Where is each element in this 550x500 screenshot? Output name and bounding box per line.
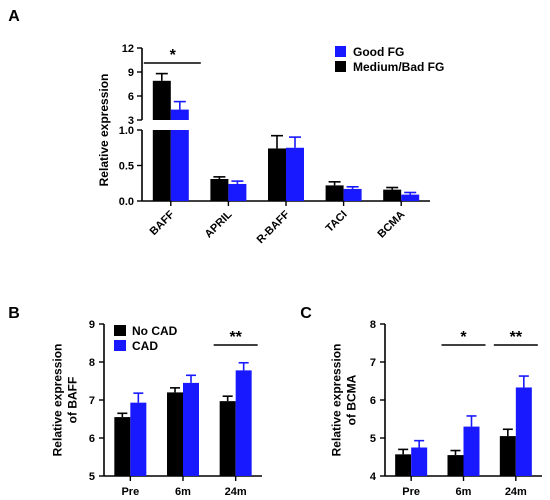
bar-a (325, 185, 344, 201)
y-tick-label-a: 6 (128, 91, 134, 103)
bar-b (114, 417, 131, 476)
bar-c (499, 436, 516, 476)
y-axis-label-c: Relative expressionof BCMA (330, 344, 359, 457)
y-tick-label-a: 12 (122, 43, 134, 55)
legend-swatch-b (114, 340, 126, 351)
panel-label-b: B (8, 305, 20, 322)
y-tick-label-b: 8 (89, 357, 95, 369)
bar-a (401, 194, 420, 201)
x-tick-label-a: BAFF (148, 208, 177, 237)
bar-a (383, 189, 402, 201)
significance-marker-c: ** (510, 329, 523, 346)
significance-marker-b: ** (229, 329, 242, 346)
x-tick-label-b: Pre (121, 486, 139, 498)
y-axis-label-a: Relative expression (97, 74, 111, 187)
bar-a (268, 148, 286, 201)
bar-a (210, 178, 229, 201)
y-tick-label-b: 6 (89, 433, 95, 445)
bar-a (152, 80, 171, 120)
x-tick-label-a: R-BAFF (255, 208, 293, 246)
y-tick-label-c: 8 (370, 319, 376, 331)
legend-swatch-b (114, 325, 126, 336)
legend-label-a: Medium/Bad FG (353, 60, 444, 74)
y-axis-label-line: Relative expression (51, 344, 65, 457)
panel-label-a: A (8, 8, 20, 25)
y-axis-label-line: Relative expression (330, 344, 344, 457)
bar-b (130, 402, 147, 476)
legend-label-b: No CAD (132, 324, 178, 338)
y-axis-label-line: of BAFF (66, 377, 80, 424)
bar-a (152, 130, 171, 201)
bar-c (447, 455, 464, 476)
x-tick-label-a: APRIL (203, 208, 235, 240)
y-tick-label-c: 5 (370, 433, 376, 445)
legend-label-b: CAD (132, 339, 158, 353)
y-tick-label-b: 7 (89, 395, 95, 407)
y-tick-label-b: 9 (89, 319, 95, 331)
bar-a (170, 130, 189, 201)
bar-c (411, 447, 428, 476)
x-tick-label-b: 6m (175, 486, 191, 498)
bar-b (167, 392, 183, 476)
y-tick-label-a: 3 (128, 115, 134, 127)
x-tick-label-b: 24m (225, 486, 247, 498)
x-tick-label-c: 24m (505, 486, 527, 498)
y-tick-label-c: 6 (370, 395, 376, 407)
bar-b (219, 401, 236, 476)
bar-a (170, 109, 189, 120)
y-tick-label-c: 7 (370, 357, 376, 369)
bar-a (343, 188, 362, 201)
y-axis-label-b: Relative expressionof BAFF (51, 344, 80, 457)
significance-marker-a: * (170, 47, 177, 64)
bar-a (228, 183, 247, 201)
x-tick-label-c: 6m (456, 486, 472, 498)
bar-b (183, 382, 199, 476)
significance-marker-c: * (460, 329, 467, 346)
bar-a (286, 147, 304, 201)
legend-label-a: Good FG (353, 45, 404, 59)
x-tick-label-a: TACI (324, 209, 350, 235)
y-tick-label-a: 0.0 (119, 196, 134, 208)
x-tick-label-a: BCMA (376, 209, 408, 241)
y-tick-label-a: 9 (128, 67, 134, 79)
bar-b (235, 370, 252, 476)
bar-c (463, 426, 480, 476)
y-tick-label-a: 1.0 (119, 125, 134, 137)
y-tick-label-c: 4 (370, 471, 377, 483)
y-tick-label-a: 0.5 (119, 161, 134, 173)
legend-swatch-a (335, 46, 346, 57)
bar-c (395, 454, 412, 476)
panel-label-c: C (300, 305, 312, 322)
y-tick-label-b: 5 (89, 471, 95, 483)
bar-c (515, 387, 532, 476)
legend-swatch-a (335, 61, 346, 72)
y-axis-label-line: of BCMA (345, 374, 359, 425)
x-tick-label-c: Pre (402, 486, 420, 498)
